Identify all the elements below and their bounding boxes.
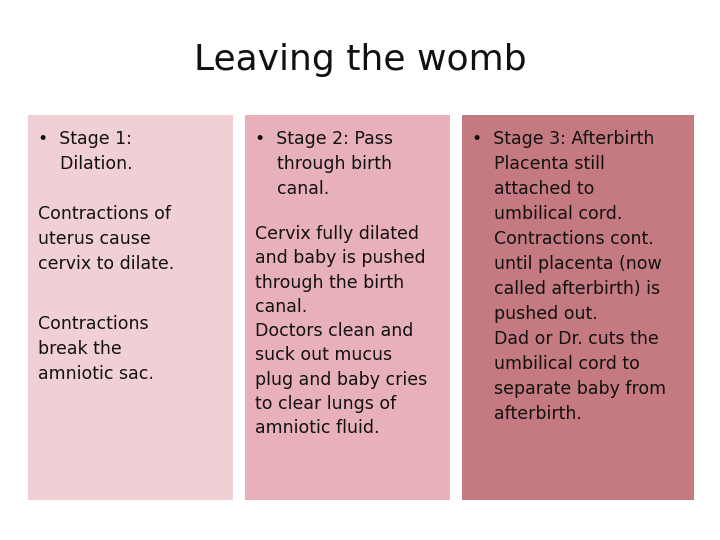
Text: •  Stage 1:
    Dilation.: • Stage 1: Dilation.	[38, 130, 132, 173]
Bar	[28, 115, 233, 500]
Text: Contractions of
uterus cause
cervix to dilate.: Contractions of uterus cause cervix to d…	[38, 205, 174, 273]
Text: Leaving the womb: Leaving the womb	[194, 43, 526, 77]
Text: Cervix fully dilated
and baby is pushed
through the birth
canal.
Doctors clean a: Cervix fully dilated and baby is pushed …	[255, 225, 427, 437]
Bar	[245, 115, 450, 500]
Text: •  Stage 3: Afterbirth
    Placenta still
    attached to
    umbilical cord.
  : • Stage 3: Afterbirth Placenta still att…	[472, 130, 666, 423]
Text: Contractions
break the
amniotic sac.: Contractions break the amniotic sac.	[38, 315, 154, 383]
Text: •  Stage 2: Pass
    through birth
    canal.: • Stage 2: Pass through birth canal.	[255, 130, 393, 198]
Bar	[462, 115, 694, 500]
